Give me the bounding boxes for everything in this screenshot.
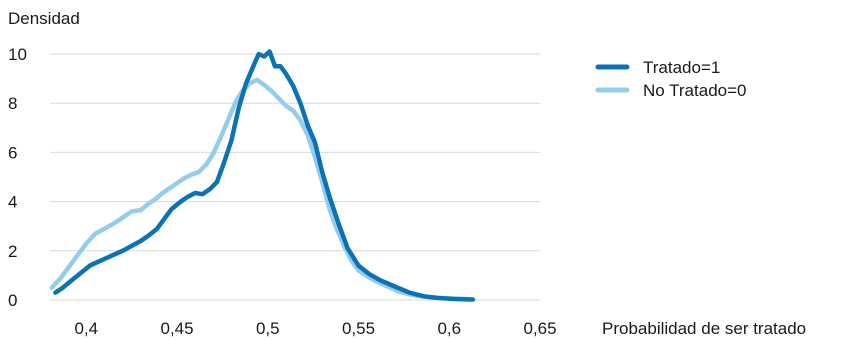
legend: Tratado=1 No Tratado=0 (595, 58, 747, 100)
series-line-tratado (53, 49, 476, 302)
legend-item-tratado: Tratado=1 (595, 58, 720, 77)
legend-label-no-tratado: No Tratado=0 (643, 81, 747, 100)
x-tick-label: 0,65 (523, 319, 556, 338)
legend-item-no-tratado: No Tratado=0 (595, 81, 747, 100)
x-tick-label: 0,6 (437, 319, 461, 338)
x-tick-label: 0,45 (160, 319, 193, 338)
series-lines (49, 49, 476, 302)
y-tick-label: 10 (8, 45, 27, 64)
y-tick-label: 4 (8, 193, 17, 212)
x-axis-title: Probabilidad de ser tratado (602, 319, 806, 338)
y-axis-ticks: 0 2 4 6 8 10 (8, 45, 27, 310)
y-tick-label: 8 (8, 94, 17, 113)
x-axis-ticks: 0,4 0,45 0,5 0,55 0,6 0,65 (74, 319, 556, 338)
x-tick-label: 0,5 (256, 319, 280, 338)
x-tick-label: 0,55 (342, 319, 375, 338)
y-tick-label: 2 (8, 242, 17, 261)
series-line-no-tratado (49, 77, 470, 302)
y-axis-title: Densidad (8, 9, 80, 28)
x-tick-label: 0,4 (74, 319, 98, 338)
y-tick-label: 0 (8, 291, 17, 310)
y-tick-label: 6 (8, 143, 17, 162)
legend-label-tratado: Tratado=1 (643, 58, 720, 77)
